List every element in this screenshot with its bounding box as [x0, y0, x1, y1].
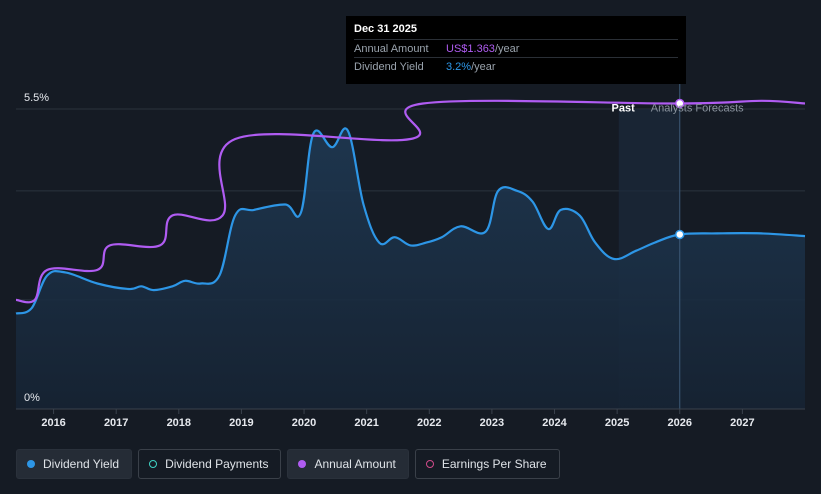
x-tick-label: 2022 — [417, 417, 441, 429]
marker-layer — [675, 98, 685, 240]
tooltip-row-annual-amount: Annual Amount US$1.363 /year — [354, 39, 678, 57]
legend-earnings-per-share[interactable]: Earnings Per Share — [414, 449, 560, 479]
legend-dividend-yield[interactable]: Dividend Yield — [16, 449, 133, 479]
axis-layer: 2016 2017 2018 2019 2020 2021 2022 2023 2024 2025… — [16, 408, 805, 429]
dividend-yield-marker — [675, 229, 685, 240]
y-tick-label: 5.5% — [24, 92, 49, 104]
dividend-yield-dot-icon — [27, 460, 35, 468]
earnings-per-share-ring-icon — [425, 460, 434, 468]
annual-amount-marker — [675, 98, 685, 109]
tooltip-value: 3.2% — [446, 60, 472, 73]
tooltip-date: Dec 31 2025 — [354, 23, 417, 35]
annual-amount-line — [15, 99, 806, 304]
x-tick-label: 2020 — [292, 417, 316, 429]
legend-label: Annual Amount — [314, 457, 396, 471]
x-tick-label: 2016 — [41, 417, 65, 429]
tooltip-unit: /year — [494, 42, 520, 55]
legend-annual-amount[interactable]: Annual Amount — [287, 449, 409, 479]
area-layer — [16, 128, 805, 410]
tooltip-label: Dividend Yield — [354, 60, 424, 73]
past-label: Past — [612, 103, 636, 115]
annual-amount-dot-icon — [298, 460, 307, 468]
tooltip-row-dividend-yield: Dividend Yield 3.2% /year — [354, 57, 678, 75]
y-tick-label: 0% — [24, 392, 40, 404]
dividend-yield-area — [16, 128, 805, 410]
tooltip: Dec 31 2025 Annual Amount US$1.363 /year… — [346, 16, 686, 84]
legend-dividend-payments[interactable]: Dividend Payments — [138, 449, 282, 479]
tooltip-value: US$1.363 — [446, 42, 495, 55]
forecast-label: Analysts Forecasts — [651, 103, 744, 115]
legend-label: Dividend Yield — [43, 457, 120, 471]
x-tick-label: 2018 — [167, 417, 191, 429]
x-tick-label: 2019 — [229, 417, 253, 429]
legend-label: Earnings Per Share — [441, 457, 547, 471]
dividend-payments-ring-icon — [149, 460, 158, 468]
x-tick-label: 2017 — [104, 417, 128, 429]
legend: Dividend Yield Dividend Payments Annual … — [16, 449, 560, 479]
x-tick-label: 2021 — [354, 417, 378, 429]
tooltip-unit: /year — [471, 60, 496, 73]
x-tick-label: 2024 — [542, 417, 567, 429]
tooltip-label: Annual Amount — [354, 42, 429, 55]
x-tick-label: 2023 — [480, 417, 504, 429]
legend-label: Dividend Payments — [165, 457, 269, 471]
dividend-yield-line — [15, 127, 806, 315]
x-tick-label: 2025 — [605, 417, 629, 429]
x-tick-label: 2027 — [730, 417, 754, 429]
line-layer — [15, 99, 806, 315]
x-tick-label: 2026 — [668, 417, 692, 429]
